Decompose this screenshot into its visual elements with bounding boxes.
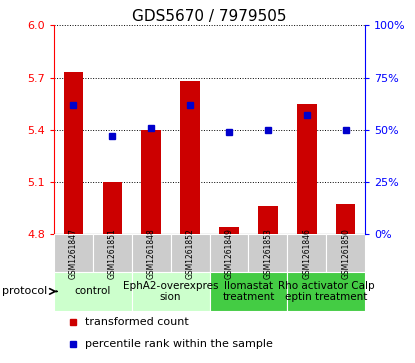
Text: protocol: protocol	[2, 286, 47, 297]
FancyBboxPatch shape	[287, 234, 326, 272]
FancyBboxPatch shape	[249, 234, 287, 272]
FancyBboxPatch shape	[326, 234, 365, 272]
FancyBboxPatch shape	[210, 234, 249, 272]
Text: GSM1261847: GSM1261847	[69, 228, 78, 278]
FancyBboxPatch shape	[54, 272, 132, 310]
Bar	[63, 72, 83, 234]
Text: GSM1261850: GSM1261850	[341, 228, 350, 278]
Text: EphA2-overexpres
sion: EphA2-overexpres sion	[123, 281, 218, 302]
Bar	[103, 182, 122, 234]
Bar	[181, 81, 200, 234]
FancyBboxPatch shape	[132, 272, 210, 310]
Text: GSM1261846: GSM1261846	[303, 228, 311, 278]
Text: GSM1261849: GSM1261849	[225, 228, 234, 278]
FancyBboxPatch shape	[93, 234, 132, 272]
FancyBboxPatch shape	[171, 234, 210, 272]
Bar	[219, 227, 239, 234]
Bar	[258, 206, 278, 234]
Title: GDS5670 / 7979505: GDS5670 / 7979505	[132, 9, 287, 24]
Text: GSM1261853: GSM1261853	[264, 228, 272, 278]
FancyBboxPatch shape	[287, 272, 365, 310]
FancyBboxPatch shape	[210, 272, 287, 310]
Text: Ilomastat
treatment: Ilomastat treatment	[222, 281, 275, 302]
Text: GSM1261848: GSM1261848	[147, 228, 156, 278]
Bar	[142, 130, 161, 234]
Text: percentile rank within the sample: percentile rank within the sample	[85, 339, 273, 350]
Text: Rho activator Calp
eptin treatment: Rho activator Calp eptin treatment	[278, 281, 375, 302]
Text: control: control	[75, 286, 111, 297]
FancyBboxPatch shape	[132, 234, 171, 272]
Bar	[297, 104, 317, 234]
Bar	[336, 204, 356, 234]
FancyBboxPatch shape	[54, 234, 93, 272]
Text: GSM1261852: GSM1261852	[186, 228, 195, 278]
Text: transformed count: transformed count	[85, 317, 189, 327]
Text: GSM1261851: GSM1261851	[108, 228, 117, 278]
